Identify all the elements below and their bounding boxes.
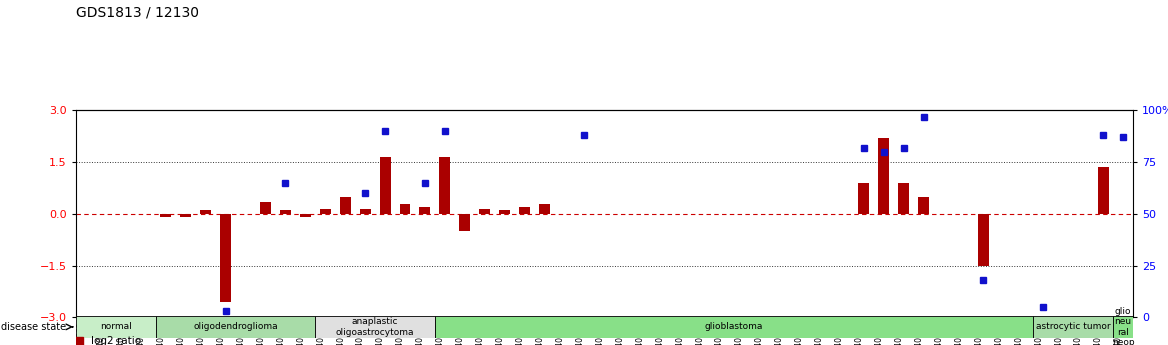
Bar: [220, 214, 231, 302]
Bar: [260, 202, 271, 214]
Bar: [1098, 167, 1108, 214]
Bar: [280, 210, 291, 214]
Bar: [155, 316, 315, 338]
Bar: [419, 207, 431, 214]
Text: anaplastic
oligoastrocytoma: anaplastic oligoastrocytoma: [336, 317, 415, 337]
Bar: [340, 197, 350, 214]
Text: astrocytic tumor: astrocytic tumor: [1036, 322, 1111, 332]
Text: normal: normal: [100, 322, 132, 332]
Bar: [858, 183, 869, 214]
Text: glioblastoma: glioblastoma: [705, 322, 763, 332]
Bar: [1034, 316, 1113, 338]
Bar: [499, 210, 510, 214]
Bar: [878, 138, 889, 214]
Bar: [399, 204, 410, 214]
Bar: [76, 316, 155, 338]
Bar: [300, 214, 311, 217]
Bar: [160, 214, 172, 217]
Bar: [380, 157, 390, 214]
Bar: [978, 214, 989, 266]
Text: glio
neu
ral
neop: glio neu ral neop: [1112, 307, 1134, 345]
Bar: [320, 209, 331, 214]
Text: oligodendroglioma: oligodendroglioma: [193, 322, 278, 332]
Bar: [434, 316, 1034, 338]
Bar: [479, 209, 491, 214]
Bar: [918, 197, 929, 214]
Bar: [439, 157, 451, 214]
Bar: [200, 210, 211, 214]
Bar: [520, 207, 530, 214]
Bar: [459, 214, 471, 231]
Bar: [315, 316, 434, 338]
Bar: [1113, 316, 1133, 338]
Bar: [898, 183, 909, 214]
Bar: [180, 214, 192, 217]
Text: GDS1813 / 12130: GDS1813 / 12130: [76, 5, 199, 19]
Bar: [360, 209, 370, 214]
Bar: [540, 204, 550, 214]
Text: disease state: disease state: [1, 322, 65, 332]
Text: log2 ratio: log2 ratio: [91, 336, 140, 345]
